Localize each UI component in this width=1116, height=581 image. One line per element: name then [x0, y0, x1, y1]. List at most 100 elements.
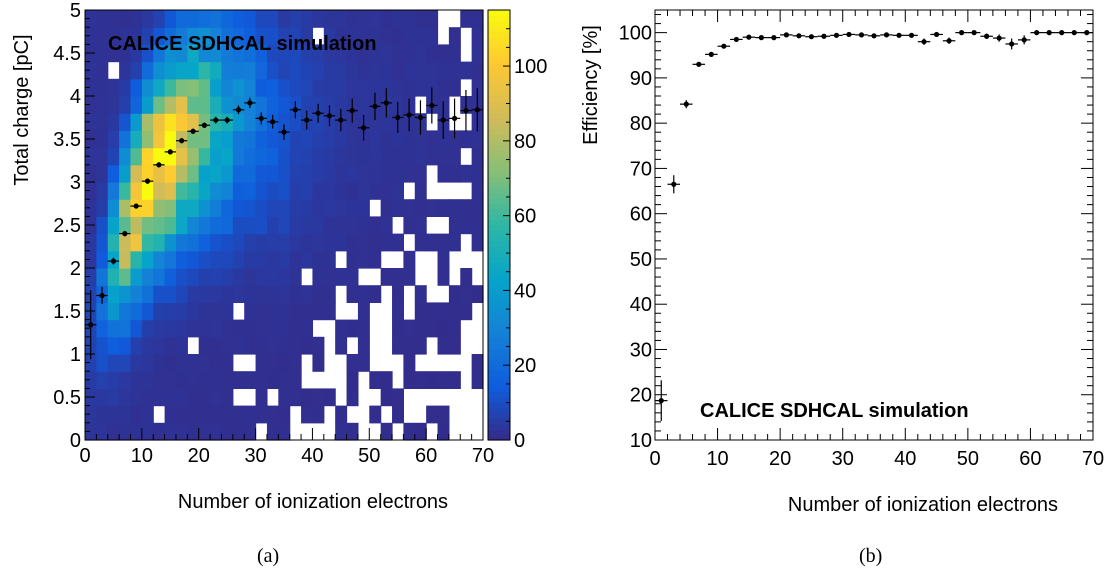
colorbar-segment — [488, 69, 510, 76]
heatmap-cell — [278, 44, 291, 63]
heatmap-cell — [278, 422, 291, 441]
heatmap-cell — [119, 302, 132, 321]
heatmap-cell — [130, 233, 143, 252]
heatmap-cell — [323, 78, 336, 97]
profile-point — [448, 98, 461, 139]
heatmap-cell — [232, 319, 245, 338]
colorbar-segment — [488, 106, 510, 113]
heatmap-cell — [335, 96, 348, 114]
heatmap-cell — [244, 285, 257, 303]
heatmap-cell — [448, 78, 461, 97]
colorbar-segment — [488, 101, 510, 108]
heatmap-cell — [266, 147, 279, 166]
colorbar-frame — [487, 9, 511, 441]
heatmap-cell — [471, 130, 484, 149]
heatmap-cell — [141, 27, 154, 45]
colorbar-segment — [488, 284, 510, 291]
heatmap-cell — [266, 164, 279, 183]
heatmap-cell — [175, 336, 188, 355]
heatmap-cell — [369, 182, 382, 200]
heatmap-cell — [289, 78, 302, 97]
profile-point — [460, 89, 472, 132]
heatmap-cell — [107, 78, 120, 97]
heatmap-cell — [164, 285, 177, 303]
heatmap-cell — [403, 164, 416, 183]
heatmap-cell — [141, 233, 154, 252]
heatmap-cell — [301, 405, 314, 424]
heatmap-cell — [278, 354, 291, 372]
profile-point — [164, 149, 176, 155]
colorbar-segment — [488, 10, 510, 16]
heatmap-cell — [289, 10, 302, 28]
heatmap-cell — [357, 27, 370, 45]
heatmap-cell — [357, 78, 370, 97]
heatmap-cell — [471, 164, 484, 183]
heatmap-cell — [323, 388, 336, 407]
heatmap-cell — [392, 147, 404, 166]
heatmap-cell — [130, 354, 143, 372]
heatmap-cell — [244, 405, 257, 424]
heatmap-cell — [266, 336, 279, 355]
annotation-b: CALICE SDHCAL simulation — [700, 400, 969, 422]
heatmap-cell — [392, 164, 404, 183]
heatmap-cell — [107, 336, 120, 355]
heatmap-cell — [141, 44, 154, 63]
heatmap-cell — [301, 199, 314, 217]
heatmap-cell — [357, 336, 370, 355]
heatmap-cell — [153, 422, 166, 441]
heatmap-cell — [164, 319, 177, 338]
heatmap-cell — [312, 164, 325, 183]
y-tick-label-a: 4.5 — [53, 43, 81, 65]
colorbar-segment — [488, 198, 510, 205]
heatmap-cell — [210, 233, 223, 252]
profile-point — [141, 178, 154, 184]
heatmap-cell — [301, 285, 314, 303]
heatmap-cell — [448, 302, 461, 321]
heatmap-cell — [335, 147, 348, 166]
heatmap-cell — [210, 422, 223, 441]
colorbar-segment — [488, 370, 510, 377]
heatmap-cell — [403, 78, 416, 97]
heatmap-cell — [198, 405, 211, 424]
heatmap-cell — [312, 147, 325, 166]
profile-point — [471, 88, 483, 132]
heatmap-cell — [426, 319, 439, 338]
heatmap-cell — [301, 27, 314, 45]
heatmap-cell — [403, 336, 416, 355]
x-tick-label-a: 60 — [415, 445, 437, 467]
heatmap-cell — [437, 268, 450, 286]
y-tick-label-a: 3.5 — [53, 129, 81, 151]
colorbar-segment — [488, 208, 510, 215]
efficiency-point — [905, 32, 918, 38]
y-axis-label-a: Total charge [pC] — [11, 34, 33, 185]
heatmap-cell — [244, 44, 257, 63]
heatmap-cell — [448, 199, 461, 217]
heatmap-cell — [437, 371, 450, 389]
heatmap-cell — [164, 250, 177, 269]
heatmap-cell — [210, 44, 223, 63]
colorbar-segment — [488, 155, 510, 162]
heatmap-cell — [198, 250, 211, 269]
heatmap-cell — [403, 319, 416, 338]
heatmap-cell — [437, 302, 450, 321]
heatmap-cell — [437, 130, 450, 149]
heatmap-cell — [323, 250, 336, 269]
colorbar-segment — [488, 63, 510, 70]
heatmap-cell — [221, 78, 234, 97]
heatmap-cell — [278, 78, 291, 97]
heatmap-cell — [210, 216, 223, 235]
efficiency-point — [755, 35, 768, 41]
heatmap-cell — [335, 422, 348, 441]
heatmap-cell — [85, 27, 97, 45]
heatmap-cell — [403, 371, 416, 389]
heatmap-cell — [289, 250, 302, 269]
heatmap-cell — [210, 130, 223, 149]
heatmap-cell — [232, 268, 245, 286]
heatmap-cell — [187, 27, 200, 45]
heatmap-cell — [448, 164, 461, 183]
heatmap-cell — [289, 113, 302, 131]
heatmap-cell — [141, 302, 154, 321]
heatmap-cell — [198, 388, 211, 407]
heatmap-cell — [232, 27, 245, 45]
efficiency-point — [1055, 30, 1068, 36]
